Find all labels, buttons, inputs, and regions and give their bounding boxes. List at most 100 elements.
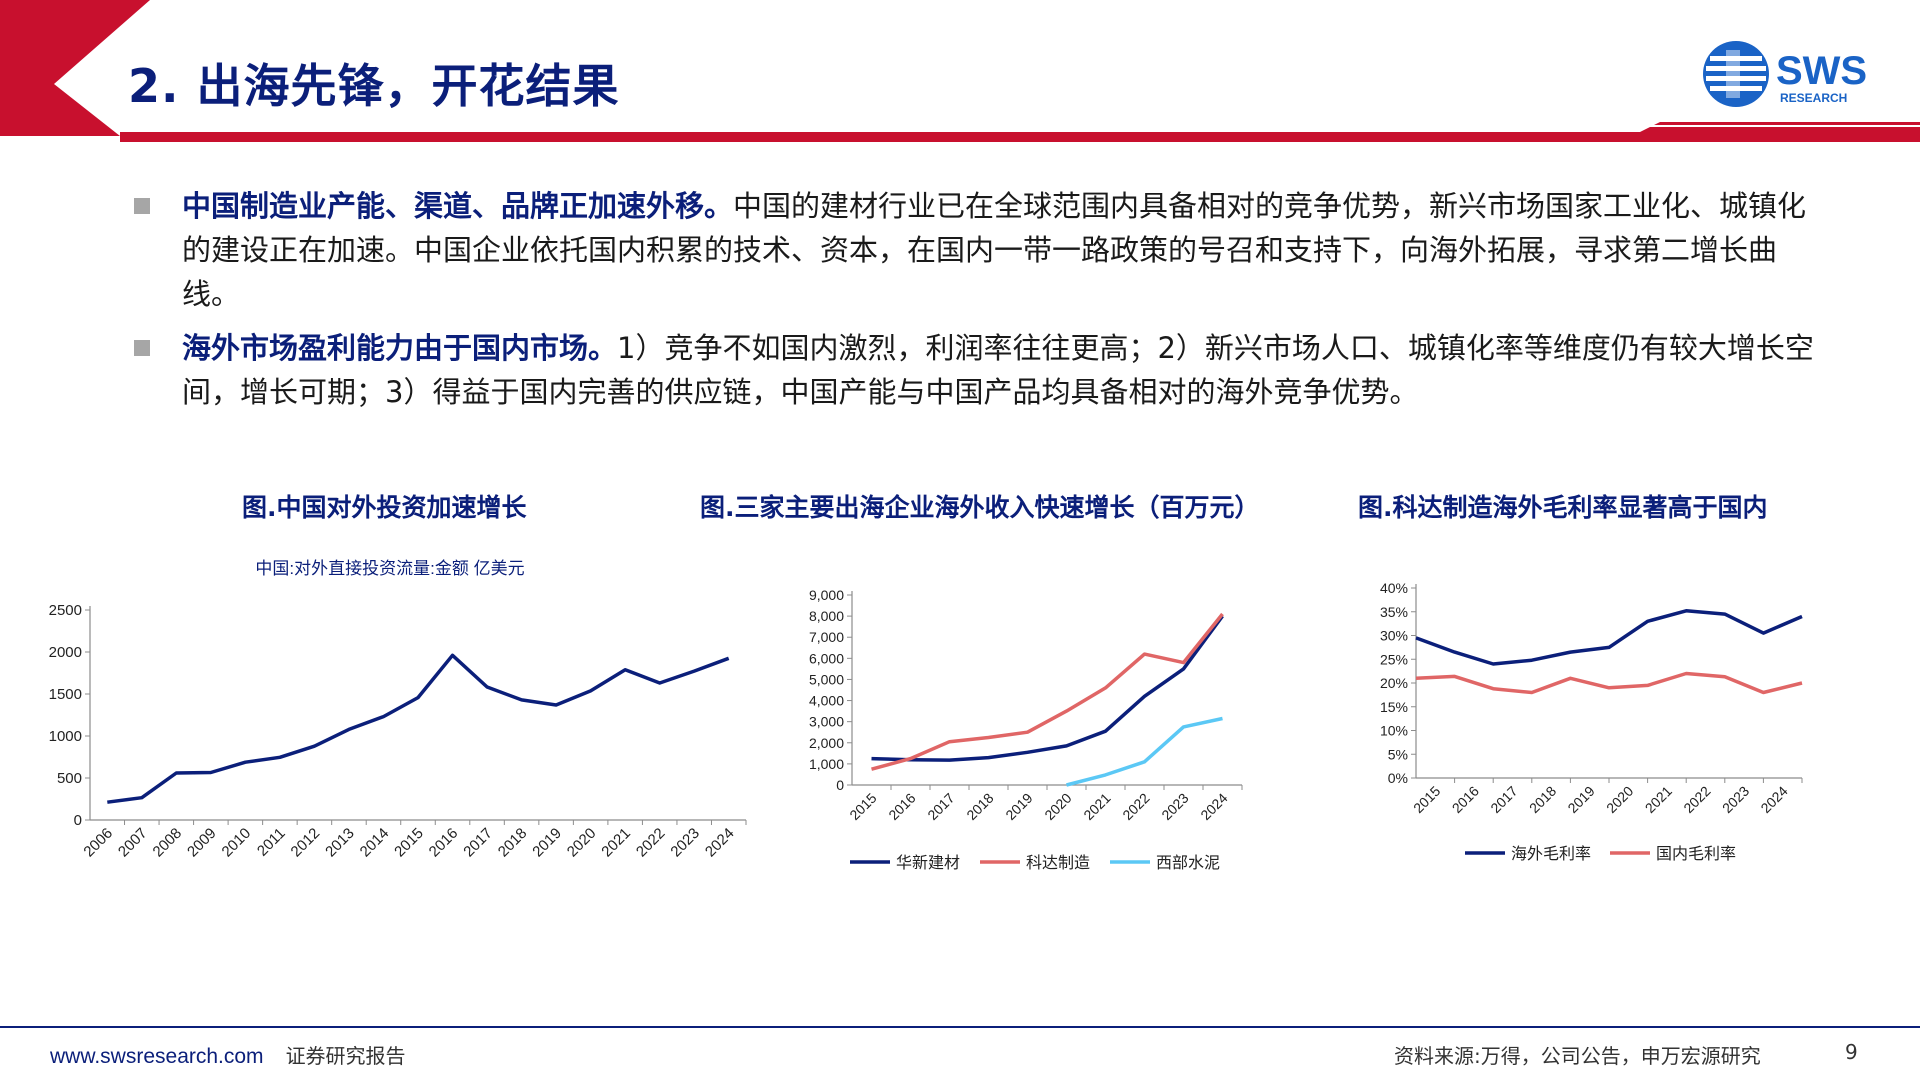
- footer-label: 证券研究报告: [285, 1044, 406, 1068]
- bullet-body: 1）竞争不如国内激烈，利润率往往更高；2）新兴市场人口、城镇化率等维度仍有较大增…: [182, 331, 1814, 409]
- legend-label: 华新建材: [896, 854, 960, 872]
- page-number: 9: [1845, 1040, 1858, 1064]
- chart-3-title: 图.科达制造海外毛利率显著高于国内: [1358, 493, 1768, 522]
- bullet-square-icon: [134, 340, 150, 356]
- x-tick-label: 2024: [1197, 790, 1230, 823]
- y-tick-label: 9,000: [809, 587, 844, 603]
- legend-label: 西部水泥: [1156, 854, 1220, 872]
- x-tick-label: 2020: [1041, 790, 1074, 823]
- y-tick-label: 8,000: [809, 608, 844, 624]
- x-tick-label: 2018: [1526, 783, 1559, 816]
- x-tick-label: 2015: [391, 825, 427, 861]
- x-tick-label: 2023: [1158, 790, 1191, 823]
- x-tick-label: 2015: [1410, 783, 1443, 816]
- bullet-item: 中国制造业产能、渠道、品牌正加速外移。中国的建材行业已在全球范围内具备相对的竞争…: [130, 184, 1830, 316]
- y-tick-label: 0: [74, 812, 82, 829]
- footer-source: 资料来源:万得，公司公告，申万宏源研究: [1394, 1044, 1761, 1068]
- y-tick-label: 4,000: [809, 693, 844, 709]
- y-tick-label: 1500: [49, 686, 82, 703]
- x-tick-label: 2015: [846, 790, 879, 823]
- x-tick-label: 2019: [1564, 783, 1597, 816]
- x-tick-label: 2024: [1757, 783, 1790, 816]
- x-tick-label: 2019: [1002, 790, 1035, 823]
- x-tick-label: 2012: [288, 825, 324, 861]
- x-tick-label: 2024: [702, 825, 738, 861]
- series-line-1: [1415, 609, 1803, 666]
- x-tick-label: 2016: [426, 825, 462, 861]
- x-tick-label: 2017: [924, 790, 957, 823]
- x-tick-label: 2011: [254, 825, 289, 860]
- x-tick-label: 2017: [1487, 783, 1520, 816]
- x-tick-label: 2021: [598, 825, 634, 861]
- x-tick-label: 2022: [633, 825, 669, 861]
- footer-website-link[interactable]: www.swsresearch.com: [50, 1045, 264, 1068]
- logo-sub-text: RESEARCH: [1780, 91, 1847, 105]
- x-tick-label: 2021: [1080, 790, 1113, 823]
- y-tick-label: 0: [836, 777, 844, 793]
- y-tick-label: 7,000: [809, 629, 844, 645]
- y-tick-label: 30%: [1380, 628, 1408, 644]
- x-tick-label: 2010: [219, 825, 255, 861]
- y-tick-label: 10%: [1380, 723, 1408, 739]
- y-tick-label: 25%: [1380, 651, 1408, 667]
- x-tick-label: 2007: [115, 825, 151, 861]
- logo-main-text: SWS: [1776, 49, 1867, 93]
- x-tick-label: 2006: [80, 825, 116, 861]
- x-tick-label: 2017: [460, 825, 496, 861]
- series-line-1: [107, 653, 730, 804]
- series-line-2: [871, 612, 1224, 771]
- x-tick-label: 2022: [1119, 790, 1152, 823]
- x-tick-label: 2023: [1719, 783, 1752, 816]
- header-red-bar: [120, 122, 1920, 142]
- x-tick-label: 2018: [963, 790, 996, 823]
- x-tick-label: 2013: [322, 825, 358, 861]
- chart-subtitle: 中国:对外直接投资流量:金额 亿美元: [255, 559, 524, 578]
- bullet-body: 中国的建材行业已在全球范围内具备相对的竞争优势，新兴市场国家工业化、城镇化的建设…: [182, 189, 1807, 311]
- y-tick-label: 35%: [1380, 604, 1408, 620]
- series-line-1: [871, 615, 1224, 762]
- bullet-list: 中国制造业产能、渠道、品牌正加速外移。中国的建材行业已在全球范围内具备相对的竞争…: [130, 184, 1830, 424]
- page-title: 2. 出海先锋，开花结果: [128, 59, 620, 113]
- x-tick-label: 2022: [1680, 783, 1713, 816]
- chart-3-svg: 0%5%10%15%20%25%30%35%40%2015 2016 2017 201…: [1380, 580, 1803, 863]
- bullet-square-icon: [134, 198, 150, 214]
- series-line-2: [1415, 671, 1803, 695]
- y-tick-label: 5%: [1388, 746, 1408, 762]
- y-tick-label: 5,000: [809, 671, 844, 687]
- chart-1-svg: 中国:对外直接投资流量:金额 亿美元 0 500 1000 1500 2000 2500 20…: [49, 559, 747, 861]
- x-tick-label: 2014: [357, 825, 393, 861]
- y-tick-label: 3,000: [809, 714, 844, 730]
- sws-logo: SWS RESEARCH: [1703, 41, 1867, 107]
- footer-left: www.swsresearch.com 证券研究报告: [50, 1040, 406, 1069]
- bullet-item: 海外市场盈利能力由于国内市场。1）竞争不如国内激烈，利润率往往更高；2）新兴市场…: [130, 326, 1830, 414]
- bullet-lead: 海外市场盈利能力由于国内市场。: [182, 331, 618, 365]
- x-tick-label: 2020: [564, 825, 600, 861]
- y-tick-label: 500: [57, 770, 82, 787]
- x-tick-label: 2021: [1642, 783, 1675, 816]
- x-tick-label: 2023: [667, 825, 703, 861]
- legend-label: 海外毛利率: [1511, 845, 1591, 863]
- y-tick-label: 40%: [1380, 580, 1408, 596]
- y-tick-label: 0%: [1388, 770, 1408, 786]
- x-tick-label: 2016: [885, 790, 918, 823]
- x-tick-label: 2019: [529, 825, 565, 861]
- x-tick-label: 2009: [184, 825, 220, 861]
- y-tick-label: 2,000: [809, 735, 844, 751]
- x-tick-label: 2008: [150, 825, 186, 861]
- x-tick-label: 2020: [1603, 783, 1636, 816]
- y-tick-label: 6,000: [809, 650, 844, 666]
- y-tick-label: 1000: [49, 728, 82, 745]
- x-tick-label: 2016: [1449, 783, 1482, 816]
- y-tick-label: 20%: [1380, 675, 1408, 691]
- chart-2-svg: 0 1,000 2,000 3,000 4,000 5,000 6,000 7,000 8,00…: [809, 587, 1243, 872]
- y-tick-label: 15%: [1380, 699, 1408, 715]
- chart-2-title: 图.三家主要出海企业海外收入快速增长（百万元）: [700, 493, 1260, 522]
- series-line-3: [1066, 716, 1223, 787]
- header-red-chevron: [0, 0, 150, 136]
- legend-label: 国内毛利率: [1656, 845, 1736, 863]
- bullet-lead: 中国制造业产能、渠道、品牌正加速外移。: [182, 189, 734, 223]
- footer-rule: [0, 1026, 1920, 1028]
- x-tick-label: 2018: [495, 825, 531, 861]
- legend-label: 科达制造: [1026, 854, 1090, 872]
- y-tick-label: 2500: [49, 602, 82, 619]
